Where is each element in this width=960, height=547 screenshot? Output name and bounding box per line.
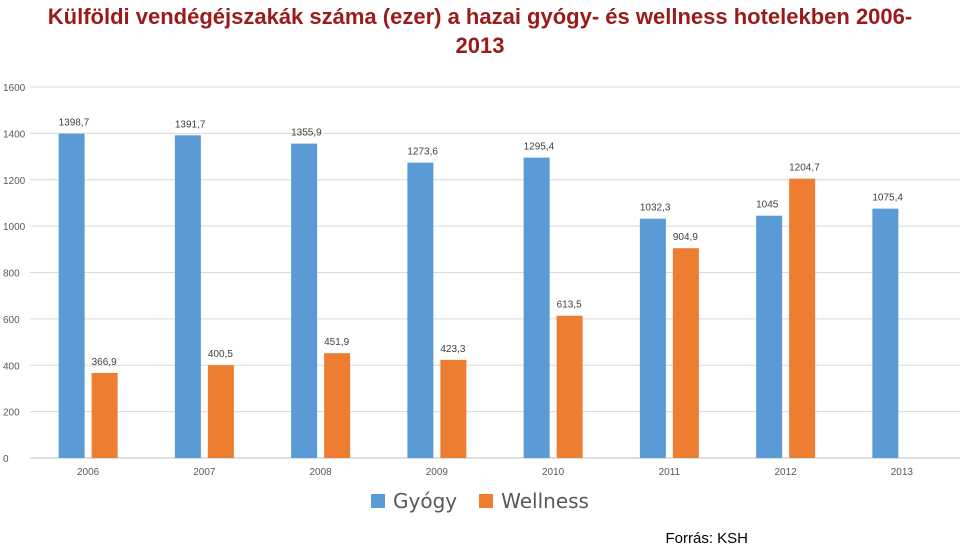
y-tick-label: 800	[3, 269, 20, 280]
y-tick-label: 1600	[3, 83, 26, 94]
bar-wellness-2009	[440, 359, 467, 458]
data-label-wellness-2006: 366,9	[92, 357, 117, 368]
data-label-gyógy-2012: 1045	[756, 200, 779, 211]
data-label-wellness-2011: 904,9	[673, 232, 698, 243]
legend: Gyógy Wellness	[0, 486, 960, 516]
y-tick-label: 600	[3, 315, 20, 326]
chart-title-line2: 2013	[455, 33, 505, 58]
legend-item-wellness: Wellness	[479, 489, 589, 513]
bar-gyógy-2013	[872, 208, 899, 458]
bar-gyógy-2007	[174, 135, 201, 458]
x-tick-label: 2013	[891, 467, 914, 478]
bar-wellness-2006	[91, 372, 118, 458]
bar-wellness-2007	[207, 365, 234, 458]
bar-gyógy-2006	[58, 133, 85, 458]
data-label-wellness-2010: 613,5	[557, 300, 582, 311]
legend-label-wellness: Wellness	[501, 489, 589, 513]
bar-gyógy-2012	[756, 215, 783, 458]
x-tick-label: 2006	[77, 467, 100, 478]
data-label-wellness-2008: 451,9	[324, 337, 349, 348]
legend-label-gyogy: Gyógy	[393, 489, 458, 513]
bar-wellness-2012	[789, 178, 816, 458]
data-label-gyógy-2013: 1075,4	[872, 193, 903, 204]
bar-gyógy-2010	[523, 157, 550, 458]
data-label-gyógy-2010: 1295,4	[524, 142, 555, 153]
x-tick-label: 2007	[193, 467, 216, 478]
data-label-gyógy-2007: 1391,7	[175, 119, 206, 130]
bar-wellness-2008	[324, 353, 351, 458]
data-label-gyógy-2009: 1273,6	[407, 147, 438, 158]
data-label-gyógy-2011: 1032,3	[640, 203, 671, 214]
chart-title: Külföldi vendégéjszakák száma (ezer) a h…	[0, 2, 960, 60]
y-tick-label: 1400	[3, 129, 26, 140]
y-tick-label: 0	[3, 454, 9, 465]
x-tick-label: 2010	[542, 467, 565, 478]
y-tick-label: 1000	[3, 222, 26, 233]
data-label-wellness-2007: 400,5	[208, 349, 233, 360]
data-label-wellness-2012: 1204,7	[789, 163, 820, 174]
bar-wellness-2010	[556, 315, 583, 458]
y-tick-label: 200	[3, 408, 20, 419]
x-tick-label: 2011	[659, 467, 681, 478]
data-label-gyógy-2006: 1398,7	[59, 118, 90, 129]
y-tick-label: 400	[3, 361, 20, 372]
x-tick-label: 2012	[775, 467, 798, 478]
data-label-wellness-2009: 423,3	[440, 344, 465, 355]
legend-swatch-wellness	[479, 494, 494, 508]
legend-item-gyogy: Gyógy	[371, 489, 457, 513]
chart-title-line1: Külföldi vendégéjszakák száma (ezer) a h…	[47, 4, 913, 29]
source-note: Forrás: KSH	[665, 530, 748, 547]
x-tick-label: 2009	[426, 467, 449, 478]
legend-swatch-gyogy	[371, 494, 386, 508]
bar-wellness-2011	[672, 248, 699, 458]
data-label-gyógy-2008: 1355,9	[291, 128, 322, 139]
x-tick-label: 2008	[310, 467, 333, 478]
bar-gyógy-2008	[291, 143, 318, 458]
bar-gyógy-2009	[407, 162, 434, 458]
y-tick-label: 1200	[3, 176, 26, 187]
bar-gyógy-2011	[639, 218, 666, 458]
